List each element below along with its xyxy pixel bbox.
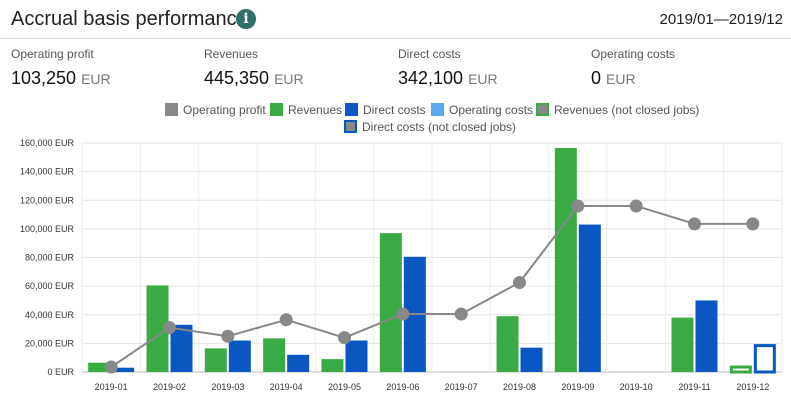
revenue-bar — [204, 348, 227, 372]
kpi-direct-costs: Direct costs 342,100 EUR — [398, 47, 498, 89]
x-tick-label: 2019-05 — [328, 382, 361, 392]
x-tick-label: 2019-07 — [445, 382, 478, 392]
legend-swatch — [431, 103, 444, 116]
x-tick-label: 2019-11 — [678, 382, 710, 392]
revenue-bar — [146, 285, 169, 372]
x-tick-label: 2019-09 — [561, 382, 594, 392]
operating-profit-point — [454, 307, 468, 321]
operating-profit-point — [688, 217, 701, 231]
legend-label: Revenues — [288, 103, 342, 117]
x-tick-label: 2019-10 — [620, 382, 653, 392]
operating-profit-point — [104, 360, 118, 374]
y-tick-label: 80,000 EUR — [25, 253, 75, 263]
legend-swatch — [536, 103, 549, 116]
legend-label: Direct costs — [363, 103, 426, 117]
direct-cost-bar — [695, 300, 718, 372]
revenue-bar — [321, 359, 344, 372]
chart-axes: 0 EUR 20,000 EUR 40,000 EUR 60,000 EUR 80,00… — [20, 138, 769, 392]
x-tick-label: 2019-06 — [386, 382, 419, 392]
kpi-label: Revenues — [204, 47, 259, 61]
y-tick-label: 60,000 EUR — [25, 281, 75, 291]
direct-cost-bar — [228, 340, 251, 372]
legend-swatch — [270, 103, 283, 116]
y-tick-label: 40,000 EUR — [25, 310, 75, 320]
kpi-operating-profit: Operating profit 103,250 EUR — [11, 47, 111, 89]
revenue-bar — [554, 148, 577, 372]
kpi-revenues: Revenues 445,350 EUR — [204, 47, 304, 89]
operating-profit-point — [396, 307, 410, 321]
kpi-label: Operating costs — [591, 47, 676, 61]
revenue-bar — [671, 317, 694, 372]
operating-profit-point — [629, 199, 643, 213]
kpi-value: 0 — [591, 68, 602, 88]
legend-label: Direct costs (not closed jobs) — [362, 120, 516, 134]
revenue-bar — [88, 362, 111, 372]
operating-profit-point — [746, 217, 760, 231]
info-icon[interactable]: i — [236, 9, 256, 29]
kpi-value: 445,350 — [204, 68, 270, 88]
direct-cost-bar — [520, 347, 543, 372]
period-range[interactable]: 2019/01—2019/12 — [659, 11, 783, 28]
x-tick-label: 2019-08 — [503, 382, 536, 392]
legend-label: Revenues (not closed jobs) — [554, 103, 699, 117]
operating-profit-line — [110, 204, 753, 368]
chart-legend[interactable]: Operating profit Revenues Direct costs Oper… — [165, 103, 699, 134]
direct-cost-bar — [578, 224, 601, 372]
kpi-label: Operating profit — [11, 47, 94, 61]
kpi-unit: EUR — [274, 71, 304, 87]
revenue-bar — [263, 338, 286, 372]
direct-cost-bar — [345, 340, 368, 372]
chart-grid — [81, 142, 783, 373]
revenue-bar — [496, 316, 519, 372]
legend-swatch — [344, 120, 357, 133]
operating-profit-point — [163, 321, 176, 335]
kpi-label: Direct costs — [398, 47, 461, 61]
kpi-unit: EUR — [468, 71, 498, 87]
header: Accrual basis performance i 2019/01—2019… — [0, 0, 791, 39]
direct-cost-bar — [287, 354, 310, 372]
kpi-value: 103,250 — [11, 68, 77, 88]
operating-profit-point — [571, 199, 585, 213]
direct-cost-bar — [112, 367, 135, 372]
revenue-bar — [379, 233, 402, 372]
y-tick-label: 160,000 EUR — [20, 138, 75, 148]
operating-profit-point — [513, 276, 526, 290]
x-tick-label: 2019-04 — [270, 382, 303, 392]
operating-profit-point — [279, 313, 293, 327]
kpi-unit: EUR — [81, 71, 111, 87]
chart-line — [104, 199, 760, 374]
kpi-value: 342,100 — [398, 68, 464, 88]
legend-label: Operating costs — [449, 103, 533, 117]
operating-profit-point — [338, 331, 351, 345]
revenue-not-closed-bar — [729, 365, 752, 374]
operating-profit-point — [221, 329, 235, 343]
y-tick-label: 100,000 EUR — [20, 224, 75, 234]
x-tick-label: 2019-03 — [211, 382, 244, 392]
y-tick-label: 20,000 EUR — [25, 338, 75, 348]
legend-swatch — [165, 103, 178, 116]
y-tick-label: 140,000 EUR — [20, 167, 75, 177]
direct-cost-not-closed-bar — [753, 344, 776, 374]
page-title: Accrual basis performance — [11, 8, 248, 30]
kpi-operating-costs: Operating costs 0 EUR — [591, 47, 675, 89]
legend-label: Operating profit — [183, 103, 266, 117]
y-tick-label: 0 EUR — [47, 367, 74, 377]
x-tick-label: 2019-12 — [736, 382, 769, 392]
legend-swatch — [345, 103, 358, 116]
x-tick-label: 2019-02 — [153, 382, 186, 392]
y-tick-label: 120,000 EUR — [20, 195, 75, 205]
kpi-unit: EUR — [606, 71, 636, 87]
chart-bars — [88, 148, 776, 374]
x-tick-label: 2019-01 — [95, 382, 128, 392]
direct-cost-bar — [170, 324, 193, 372]
